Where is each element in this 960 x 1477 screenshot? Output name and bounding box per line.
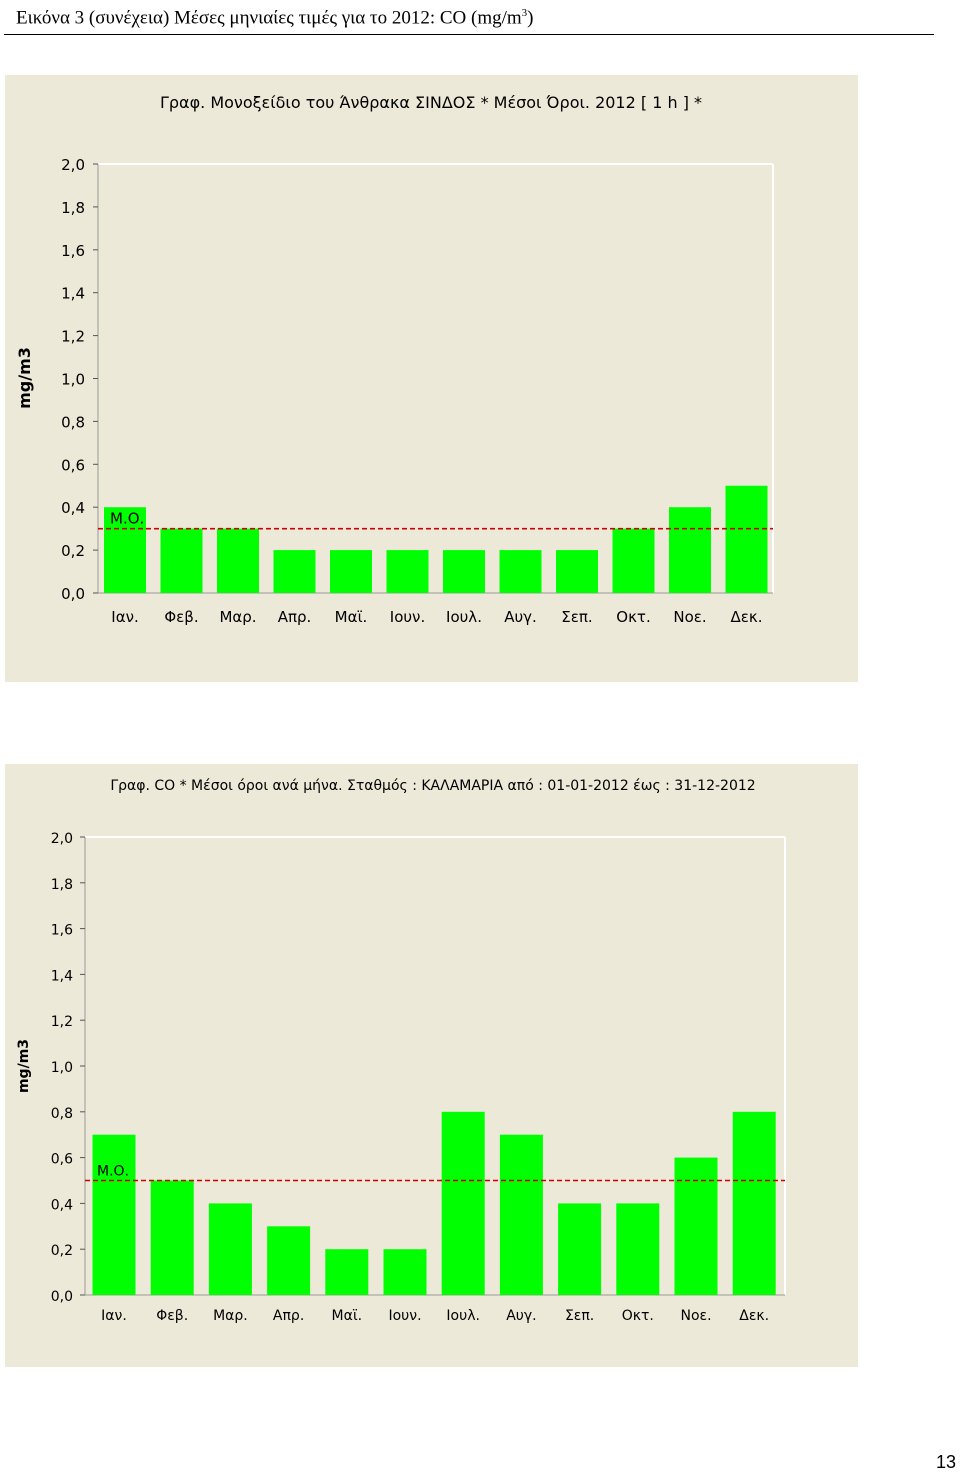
chart1-y-tick-label: 1,8 [61,199,85,217]
chart2-y-tick-label: 0,0 [51,1289,73,1305]
chart1-bar [386,550,429,593]
chart1-y-tick-label: 0,6 [61,456,85,474]
chart1-y-tick-label: 2,0 [61,156,85,174]
chart1-bar [725,485,768,593]
chart1-bar [669,507,711,593]
chart1-bar [499,550,542,593]
chart2-bar [92,1134,136,1295]
chart1-x-tick-label: Ιαν. [111,608,138,626]
header-suffix: ) [527,7,534,29]
page-header: Εικόνα 3 (συνέχεια) Μέσες μηνιαίες τιμές… [4,2,934,35]
chart2-x-tick-label: Δεκ. [739,1308,769,1324]
chart2-y-tick-label: 1,0 [51,1060,73,1076]
chart2-bar [267,1226,311,1295]
chart2-y-tick-label: 2,0 [51,831,73,847]
chart2-x-tick-label: Σεπ. [565,1308,594,1324]
chart1-x-tick-label: Αυγ. [504,608,537,626]
chart1-x-tick-label: Δεκ. [731,608,763,626]
chart2-bar [383,1249,427,1295]
chart2-x-tick-label: Ιουλ. [446,1308,480,1324]
chart2-y-tick-label: 0,2 [51,1243,73,1259]
chart1-x-tick-label: Οκτ. [616,608,650,626]
chart2-x-tick-label: Φεβ. [156,1308,188,1324]
chart2-y-tick-label: 0,6 [51,1152,73,1168]
chart2-x-tick-label: Αυγ. [506,1308,536,1324]
chart1-x-tick-label: Σεπ. [561,608,592,626]
chart2-bar [558,1203,602,1295]
chart1-y-tick-label: 0,2 [61,542,85,560]
chart2-bar [208,1203,252,1295]
chart2-x-tick-label: Ιαν. [101,1308,127,1324]
chart2-bar [325,1249,369,1295]
chart2-y-tick-label: 0,4 [51,1197,73,1213]
chart1-x-tick-label: Μαρ. [219,608,256,626]
chart2-y-axis-label: mg/m3 [16,1039,32,1093]
chart1-y-tick-label: 1,2 [61,328,85,346]
chart1-x-tick-label: Απρ. [278,608,312,626]
chart1-x-tick-label: Μαϊ. [335,608,368,626]
chart1-x-tick-label: Ιουν. [390,608,425,626]
header-superscript: 3 [521,7,528,19]
chart1-y-tick-label: 0,4 [61,499,85,517]
chart2-bar [674,1157,718,1295]
chart-sindos: Γραφ. Μονοξείδιο του Άνθρακα ΣΙΝΔΟΣ * Μέ… [5,75,858,682]
header-text: Εικόνα 3 (συνέχεια) Μέσες μηνιαίες τιμές… [16,7,522,29]
chart1-title: Γραφ. Μονοξείδιο του Άνθρακα ΣΙΝΔΟΣ * Μέ… [160,93,702,112]
chart1-bar [612,528,655,593]
chart1-bar [273,550,316,593]
chart2-bar [150,1180,194,1295]
chart1-y-tick-label: 1,6 [61,242,85,260]
chart1-x-tick-label: Ιουλ. [446,608,482,626]
chart2-title: Γραφ. CO * Μέσοι όροι ανά μήνα. Σταθμός … [110,778,755,794]
chart2-mean-label: Μ.Ο. [97,1164,129,1180]
chart2-x-tick-label: Ιουν. [388,1308,421,1324]
chart2-x-tick-label: Απρ. [273,1308,304,1324]
chart-kalamaria: Γραφ. CO * Μέσοι όροι ανά μήνα. Σταθμός … [5,764,858,1367]
chart2-y-tick-label: 1,6 [51,923,73,939]
chart2-x-tick-label: Μαρ. [213,1308,248,1324]
chart-sindos-svg: Γραφ. Μονοξείδιο του Άνθρακα ΣΙΝΔΟΣ * Μέ… [15,93,774,626]
chart1-bar [104,507,146,593]
chart2-y-tick-label: 0,8 [51,1106,73,1122]
chart1-bar [217,528,259,593]
chart2-x-tick-label: Οκτ. [622,1308,654,1324]
chart2-y-tick-label: 1,2 [51,1014,73,1030]
chart1-x-tick-label: Νοε. [673,608,706,626]
chart1-bar [443,550,485,593]
chart1-y-tick-label: 0,8 [61,413,85,431]
chart2-x-tick-label: Μαϊ. [332,1308,363,1324]
chart2-bar [441,1111,485,1295]
chart2-x-tick-label: Νοε. [680,1308,711,1324]
chart1-y-tick-label: 1,4 [61,285,85,303]
chart2-bar [732,1111,776,1295]
page-header-title: Εικόνα 3 (συνέχεια) Μέσες μηνιαίες τιμές… [16,7,533,29]
page-number: 13 [935,1452,956,1472]
chart2-y-tick-label: 1,8 [51,877,73,893]
chart2-y-tick-label: 1,4 [51,968,73,984]
chart2-bar [499,1134,543,1295]
chart1-y-tick-label: 0,0 [61,585,85,603]
chart1-x-tick-label: Φεβ. [164,608,198,626]
chart1-bar [556,550,598,593]
chart1-y-axis-label: mg/m3 [15,347,34,409]
chart-kalamaria-svg: Γραφ. CO * Μέσοι όροι ανά μήνα. Σταθμός … [16,778,786,1324]
chart1-bar [160,528,203,593]
chart1-bar [330,550,372,593]
chart1-y-tick-label: 1,0 [61,371,85,389]
chart1-mean-label: Μ.Ο. [110,510,144,528]
chart2-bar [616,1203,660,1295]
